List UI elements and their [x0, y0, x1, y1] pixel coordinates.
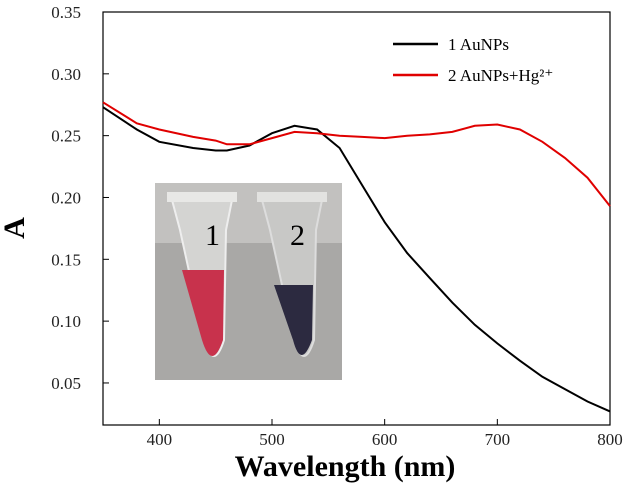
- y-tick-label: 0.05: [51, 374, 81, 393]
- legend-label: 1 AuNPs: [448, 35, 509, 54]
- inset-photo: 1 2: [155, 183, 342, 380]
- x-tick-label: 500: [259, 430, 285, 449]
- x-axis-label: Wavelength (nm): [235, 450, 456, 483]
- x-tick-label: 800: [597, 430, 623, 449]
- inset-label: 1: [205, 219, 220, 252]
- y-tick-label: 0.25: [51, 127, 81, 146]
- legend-label: 2 AuNPs+Hg²⁺: [448, 66, 553, 85]
- series-line: [102, 106, 611, 413]
- y-tick-label: 0.35: [51, 3, 81, 22]
- x-tick-label: 400: [147, 430, 173, 449]
- inset-label: 2: [290, 219, 305, 252]
- y-tick-label: 0.30: [51, 65, 81, 84]
- y-tick-label: 0.10: [51, 312, 81, 331]
- x-tick-label: 600: [372, 430, 398, 449]
- series-line: [102, 101, 611, 207]
- y-tick-label: 0.20: [51, 188, 81, 207]
- x-tick-label: 700: [485, 430, 511, 449]
- y-tick-label: 0.15: [51, 250, 81, 269]
- plot-frame: [102, 11, 611, 426]
- y-axis-label: A: [0, 217, 31, 239]
